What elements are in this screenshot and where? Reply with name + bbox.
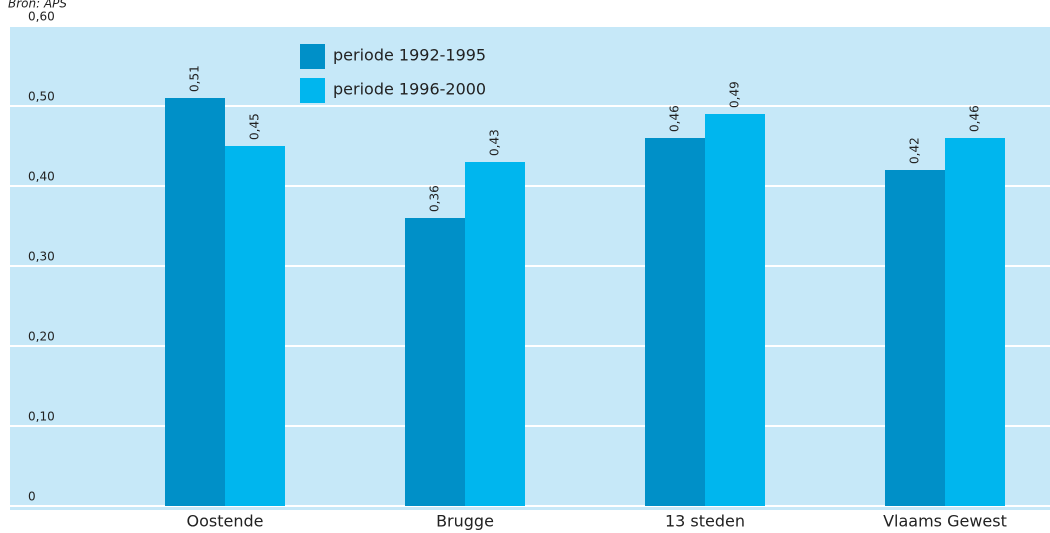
bar bbox=[465, 162, 525, 506]
source: Bron: APS bbox=[8, 0, 67, 11]
bar bbox=[885, 170, 945, 506]
bar bbox=[225, 146, 285, 506]
data-label: 0,36 bbox=[428, 185, 442, 212]
legend-swatch bbox=[300, 78, 325, 103]
bar bbox=[405, 218, 465, 506]
x-tick-label: Oostende bbox=[187, 512, 264, 531]
legend-label: periode 1992-1995 bbox=[333, 46, 486, 65]
legend-swatch bbox=[300, 44, 325, 69]
y-tick-label: 0,20 bbox=[28, 330, 55, 344]
data-label: 0,46 bbox=[968, 105, 982, 132]
bar bbox=[945, 138, 1005, 506]
legend-label: periode 1996-2000 bbox=[333, 80, 486, 99]
bar bbox=[705, 114, 765, 506]
bar bbox=[645, 138, 705, 506]
data-label: 0,45 bbox=[248, 113, 262, 140]
x-tick-label: 13 steden bbox=[665, 512, 745, 531]
data-label: 0,49 bbox=[728, 81, 742, 108]
y-tick-label: 0 bbox=[28, 490, 36, 504]
x-tick-label: Brugge bbox=[436, 512, 494, 531]
y-tick-label: 0,60 bbox=[28, 10, 55, 24]
data-label: 0,42 bbox=[908, 137, 922, 164]
y-tick-label: 0,10 bbox=[28, 410, 55, 424]
y-tick-label: 0,50 bbox=[28, 90, 55, 104]
data-label: 0,51 bbox=[188, 65, 202, 92]
y-tick-label: 0,30 bbox=[28, 250, 55, 264]
data-label: 0,46 bbox=[668, 105, 682, 132]
x-tick-label: Vlaams Gewest bbox=[883, 512, 1007, 531]
data-label: 0,43 bbox=[488, 129, 502, 156]
y-tick-label: 0,40 bbox=[28, 170, 55, 184]
bar bbox=[165, 98, 225, 506]
